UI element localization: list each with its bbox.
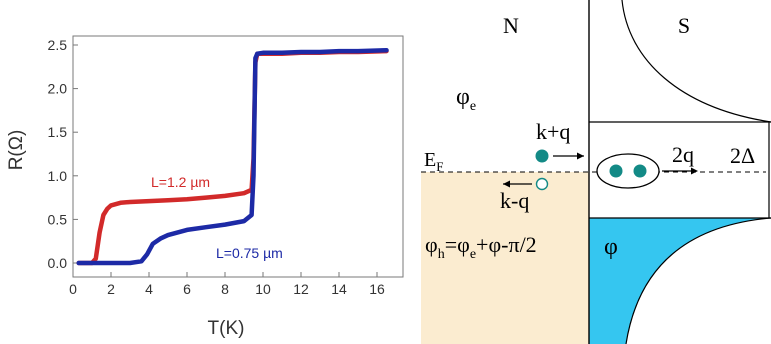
lower-dos-curve	[625, 217, 771, 344]
series-line-red	[76, 48, 389, 266]
data-point	[280, 51, 284, 55]
data-point	[97, 230, 102, 235]
two-delta-label: 2Δ	[730, 143, 755, 168]
data-point	[204, 225, 208, 230]
x-axis-label: T(K)	[208, 318, 245, 339]
data-point	[185, 228, 189, 232]
series-group	[76, 47, 389, 266]
y-tick-label: 2.0	[48, 81, 68, 97]
x-tick-label: 4	[145, 281, 153, 297]
data-point	[105, 207, 109, 211]
cooper-pair-electron-2	[633, 164, 647, 178]
data-point	[356, 49, 360, 53]
data-point	[242, 191, 246, 196]
hole-arrow-head	[503, 180, 510, 188]
x-tick-group: 0 2 4 6 8 10 12 14 16	[69, 272, 385, 297]
normal-metal-label: N	[503, 13, 519, 38]
data-point	[249, 213, 254, 217]
phi-h-equation: φh=φe+φ-π/2	[425, 232, 537, 262]
phi-label: φ	[604, 234, 618, 260]
x-tick-label: 2	[107, 281, 115, 297]
phi-e-label: φe	[456, 84, 476, 114]
x-tick-label: 8	[221, 281, 229, 297]
data-point	[139, 259, 144, 264]
x-tick-label: 6	[183, 281, 191, 297]
electron-dot	[535, 149, 549, 163]
data-point	[251, 174, 256, 178]
data-point	[255, 51, 260, 56]
data-point	[109, 203, 113, 208]
hole-circle	[535, 177, 549, 191]
data-point	[223, 222, 227, 227]
y-axis-label: R(Ω)	[6, 130, 27, 171]
data-point	[253, 56, 258, 60]
k-plus-q-label: k+q	[536, 119, 570, 144]
normal-metal-filled-states	[421, 172, 589, 344]
x-tick-label: 14	[331, 281, 347, 297]
x-tick-label: 10	[255, 281, 271, 297]
y-tick-label: 1.0	[48, 168, 68, 184]
data-point	[318, 50, 322, 54]
data-point	[151, 242, 155, 246]
x-tick-label: 12	[293, 281, 309, 297]
data-point	[128, 200, 132, 204]
data-point	[223, 194, 227, 198]
data-point	[337, 49, 341, 53]
data-point	[384, 48, 389, 53]
data-point	[261, 51, 265, 55]
data-point	[204, 195, 208, 200]
cooper-pair-ellipse	[596, 153, 660, 189]
superconductor-filled-states	[589, 218, 771, 344]
fermi-energy-label: EF	[424, 149, 443, 174]
data-point	[109, 261, 113, 265]
y-tick-group: 0.0 0.5 1.0 1.5 2.0 2.5	[48, 37, 78, 271]
data-point	[185, 197, 189, 202]
data-point	[90, 261, 94, 265]
data-point	[145, 252, 149, 257]
y-tick-label: 2.5	[48, 37, 68, 53]
data-point	[76, 261, 81, 265]
y-tick-label: 1.5	[48, 124, 68, 140]
cooper-pair-electron-1	[609, 164, 623, 178]
x-tick-label: 16	[369, 281, 385, 297]
data-point	[128, 261, 132, 265]
andreev-reflection-diagram: N S φe k+q EF k-q 2q 2Δ φ φh=φe+φ-π/2	[421, 0, 771, 344]
data-point	[166, 233, 170, 237]
data-point	[94, 256, 98, 261]
data-point	[166, 198, 170, 203]
y-tick-label: 0.0	[48, 255, 68, 271]
k-minus-q-label: k-q	[500, 188, 529, 213]
data-point	[118, 201, 123, 205]
upper-dos-curve	[621, 0, 771, 123]
series-label-red: L=1.2 µm	[151, 174, 210, 190]
series-label-blue: L=0.75 µm	[216, 245, 283, 261]
x-tick-label: 0	[69, 281, 77, 297]
pair-momentum-arrow-head	[691, 167, 698, 175]
data-point	[101, 213, 106, 217]
data-point	[242, 219, 246, 223]
resistance-temperature-plot: 0 2 4 6 8 10 12 14 16 0.0 0.5 1.0 1.5 2.0 2.5 R(Ω) T(…	[6, 35, 404, 339]
series-line-blue	[76, 47, 389, 266]
plot-frame	[72, 35, 404, 278]
y-tick-label: 0.5	[48, 211, 68, 227]
data-point	[147, 199, 151, 203]
electron-arrow-head	[577, 152, 584, 160]
data-point	[158, 236, 163, 241]
superconductor-label: S	[678, 13, 690, 38]
two-q-label: 2q	[672, 142, 694, 167]
data-point	[299, 50, 303, 54]
